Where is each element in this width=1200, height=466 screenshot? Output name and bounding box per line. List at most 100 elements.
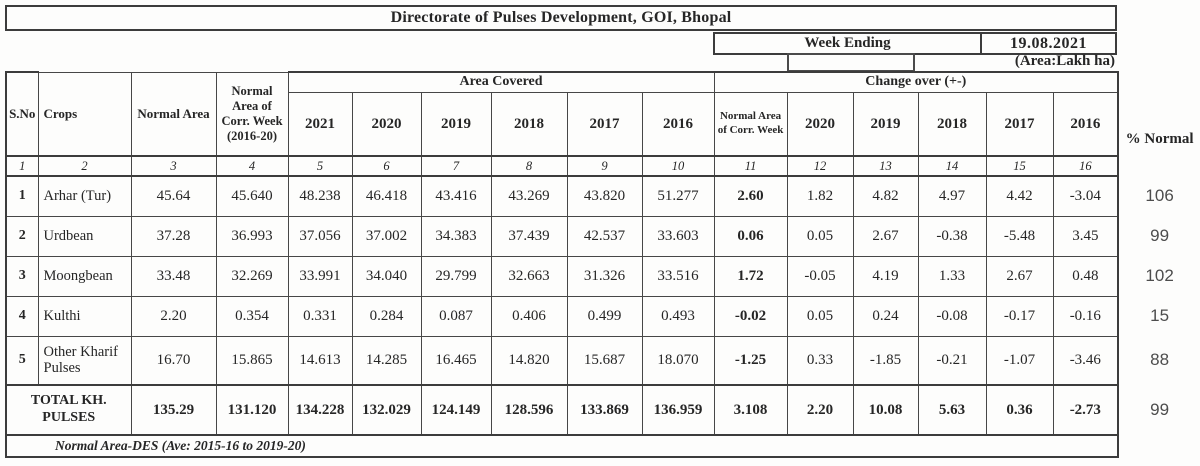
col-number: 2 [37, 155, 132, 177]
pct-normal-value: 102 [1145, 265, 1174, 285]
data-cell: 0.06 [713, 215, 788, 257]
data-cell: -3.46 [1052, 335, 1120, 386]
total-cell: 10.08 [852, 384, 919, 436]
data-cell: 15.687 [566, 335, 643, 386]
col-header-area-2021: 2021 [287, 91, 353, 157]
total-cell: 2.20 [786, 384, 854, 436]
data-cell: -0.05 [786, 255, 854, 297]
data-cell: 45.64 [130, 175, 217, 217]
data-cell: 51.277 [641, 175, 715, 217]
data-cell: -1.07 [985, 335, 1054, 386]
data-cell: 4.42 [985, 175, 1054, 217]
data-cell: 18.070 [641, 335, 715, 386]
total-cell: 136.959 [641, 384, 715, 436]
data-cell: 2.60 [713, 175, 788, 217]
pct-normal-spacer [1118, 72, 1200, 92]
col-number: 15 [985, 155, 1054, 177]
footnote-row: Normal Area-DES (Ave: 2015-16 to 2019-20… [4, 434, 1200, 458]
report-title: Directorate of Pulses Development, GOI, … [5, 5, 1117, 31]
col-header-pct-normal: % Normal [1125, 131, 1194, 147]
total-cell: 0.36 [985, 384, 1054, 436]
table-row-other-kharif-pulses: 5 Other Kharif Pulses 16.70 15.865 14.61… [5, 335, 1200, 386]
data-cell: 0.499 [566, 295, 643, 337]
col-number: 10 [641, 155, 715, 177]
row-sno: 5 [5, 335, 39, 386]
data-cell: 2.67 [985, 255, 1054, 297]
table-row-kulthi: 4 Kulthi 2.20 0.354 0.331 0.284 0.087 0.… [5, 295, 1200, 337]
row-sno: 1 [5, 175, 39, 217]
empty-box [787, 53, 915, 72]
col-number: 5 [287, 155, 353, 177]
data-cell: 0.493 [641, 295, 715, 337]
total-cell: 135.29 [130, 384, 217, 436]
data-cell: 0.24 [852, 295, 919, 337]
col-header-na-corr-week-short: Normal Area of Corr. Week [713, 91, 788, 157]
data-cell: 36.993 [215, 215, 289, 257]
col-number: 16 [1052, 155, 1120, 177]
pulses-area-table: S.No Crops Normal Area Normal Area of Co… [4, 71, 1200, 458]
data-cell: -3.04 [1052, 175, 1120, 217]
data-cell: 2.20 [130, 295, 217, 337]
data-cell: 4.19 [852, 255, 919, 297]
data-cell: 33.516 [641, 255, 715, 297]
crop-name: Moongbean [37, 255, 132, 297]
data-cell: 1.72 [713, 255, 788, 297]
data-cell: 14.613 [287, 335, 353, 386]
data-cell: 1.33 [917, 255, 987, 297]
data-cell: 0.331 [287, 295, 353, 337]
total-cell: 5.63 [917, 384, 987, 436]
data-cell: 32.269 [215, 255, 289, 297]
col-header-normal-area: Normal Area [130, 71, 217, 157]
band-area-covered: Area Covered [287, 71, 715, 93]
data-cell: 14.820 [490, 335, 568, 386]
data-cell: -0.16 [1052, 295, 1120, 337]
total-cell: 128.596 [490, 384, 568, 436]
data-cell: 1.82 [786, 175, 854, 217]
table-row-moongbean: 3 Moongbean 33.48 32.269 33.991 34.040 2… [5, 255, 1200, 297]
pct-normal-value: 15 [1150, 305, 1170, 325]
data-cell: -0.08 [917, 295, 987, 337]
total-cell: 131.120 [215, 384, 289, 436]
col-header-na-corr-week: Normal Area of Corr. Week (2016-20) [215, 71, 289, 157]
pct-normal-value: 99 [1150, 399, 1170, 419]
data-cell: 31.326 [566, 255, 643, 297]
band-change-over: Change over (+-) [713, 71, 1120, 93]
data-cell: 0.354 [215, 295, 289, 337]
data-cell: 0.087 [420, 295, 492, 337]
col-header-chg-2019: 2019 [852, 91, 919, 157]
data-cell: 32.663 [490, 255, 568, 297]
data-cell: 33.991 [287, 255, 353, 297]
col-header-area-2020: 2020 [351, 91, 422, 157]
data-cell: 0.48 [1052, 255, 1120, 297]
total-cell: -2.73 [1052, 384, 1120, 436]
column-number-row: 1 2 3 4 5 6 7 8 9 10 11 12 13 14 15 16 [5, 155, 1200, 177]
total-cell: 133.869 [566, 384, 643, 436]
pct-normal-value: 106 [1145, 185, 1174, 205]
col-number: 3 [130, 155, 217, 177]
data-cell: 33.603 [641, 215, 715, 257]
header-years-row: 2021 2020 2019 2018 2017 2016 Normal Are… [6, 91, 1200, 157]
data-cell: 2.67 [852, 215, 919, 257]
data-cell: 16.70 [130, 335, 217, 386]
data-cell: 43.269 [490, 175, 568, 217]
data-cell: -0.17 [985, 295, 1054, 337]
data-cell: 4.97 [917, 175, 987, 217]
data-cell: 16.465 [420, 335, 492, 386]
col-header-crops: Crops [37, 71, 132, 157]
data-cell: -0.21 [917, 335, 987, 386]
data-cell: -0.38 [917, 215, 987, 257]
data-cell: 14.285 [351, 335, 422, 386]
data-cell: 43.820 [566, 175, 643, 217]
data-cell: 42.537 [566, 215, 643, 257]
data-cell: 48.238 [287, 175, 353, 217]
col-header-area-2018: 2018 [490, 91, 568, 157]
total-cell: 132.029 [351, 384, 422, 436]
data-cell: 0.05 [786, 215, 854, 257]
week-ending-label: Week Ending [713, 32, 982, 55]
col-number: 4 [215, 155, 289, 177]
col-header-chg-2020: 2020 [786, 91, 854, 157]
data-cell: -0.02 [713, 295, 788, 337]
data-cell: 43.416 [420, 175, 492, 217]
col-number: 9 [566, 155, 643, 177]
col-header-chg-2018: 2018 [917, 91, 987, 157]
